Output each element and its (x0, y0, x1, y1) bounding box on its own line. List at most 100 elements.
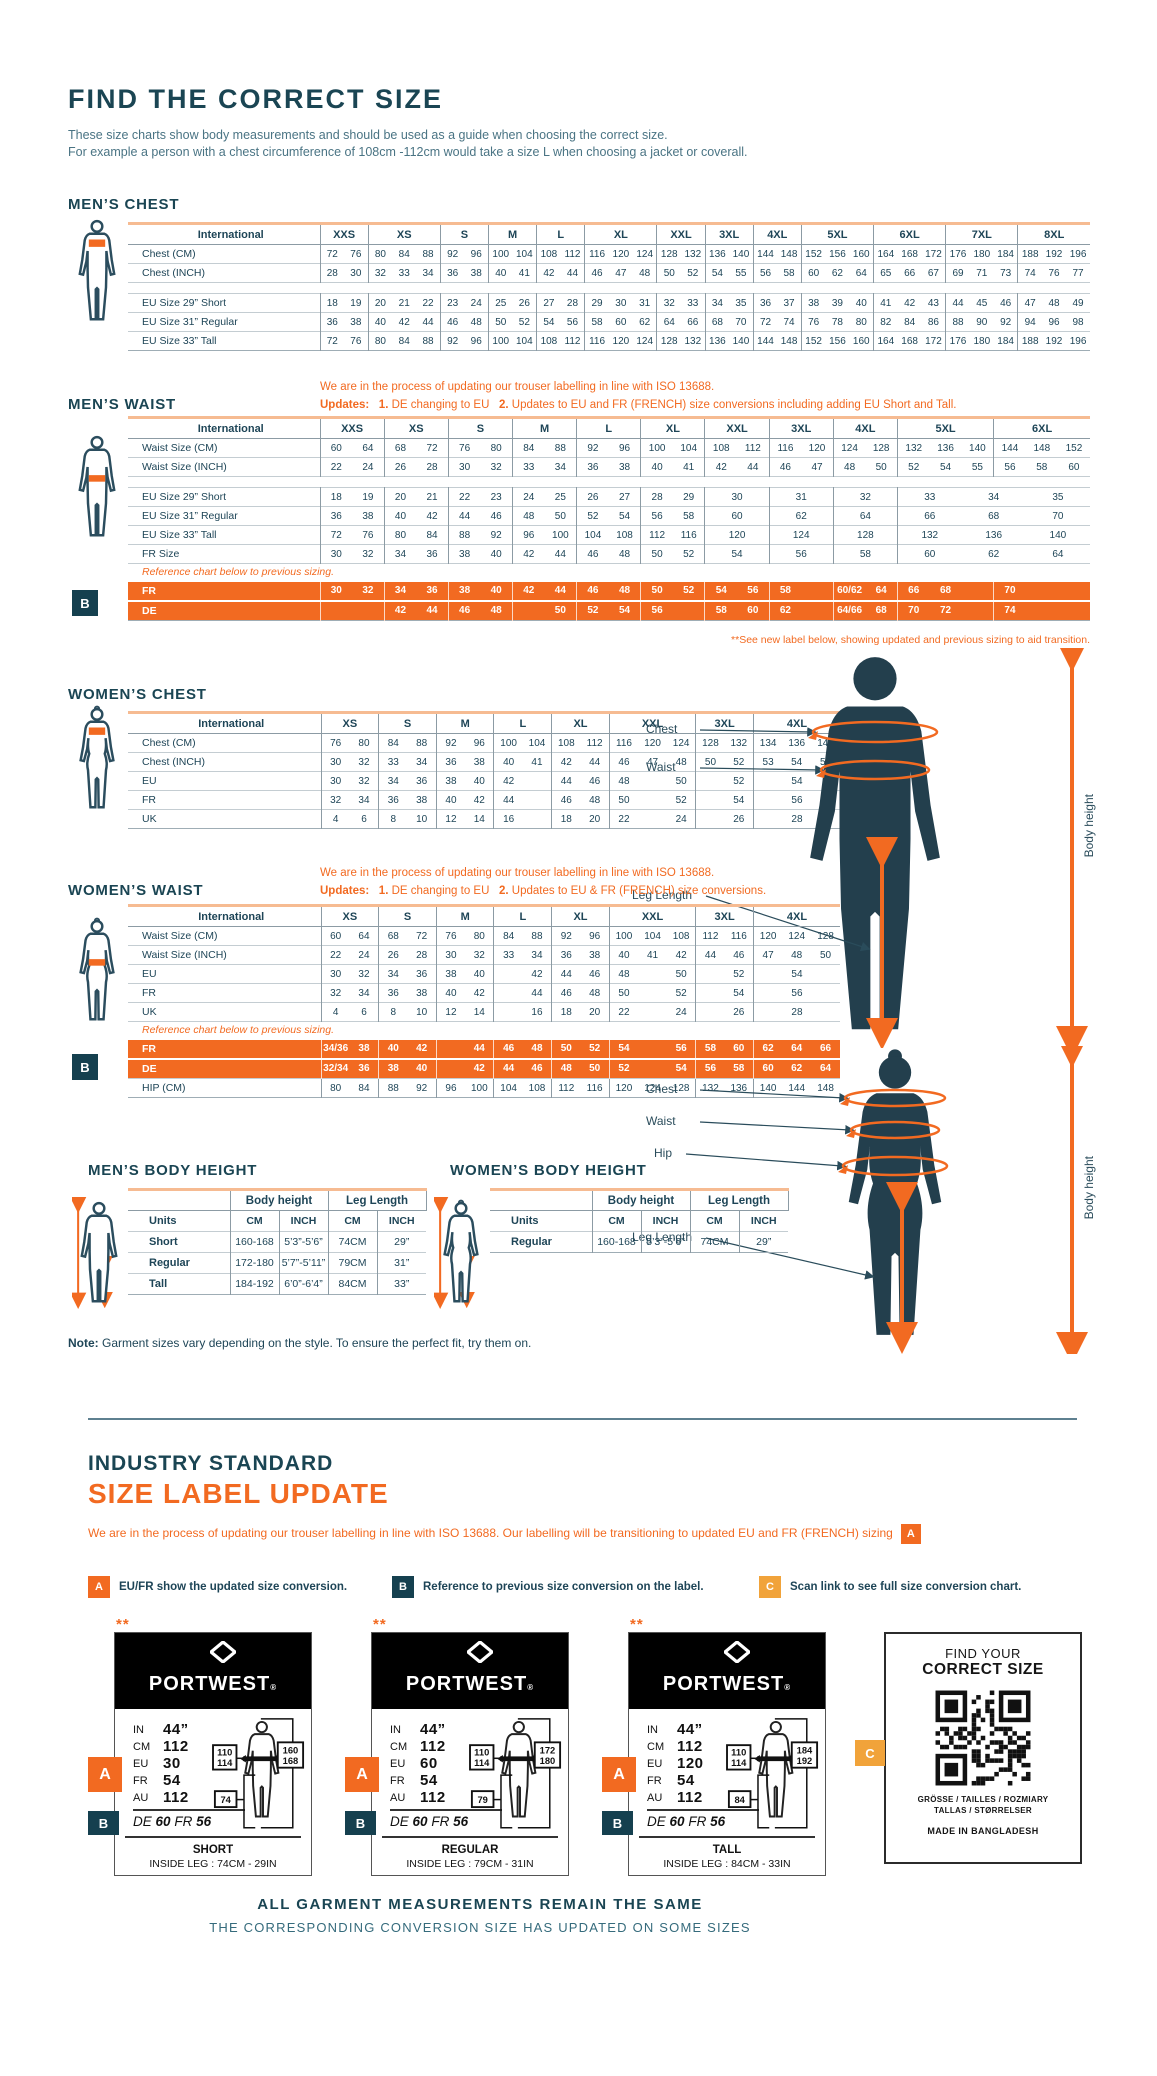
size-value-cell: 84 (512, 438, 545, 458)
size-value-cell: 36 (416, 579, 449, 601)
size-value-cell: 62 (825, 263, 850, 283)
size-value-cell: 40 (407, 1057, 437, 1079)
size-column-header: 6XL (993, 417, 1090, 439)
row-label: Short (128, 1231, 231, 1253)
size-value-cell: 52 (672, 579, 706, 601)
reference-note: Reference chart below to previous sizing… (128, 1021, 840, 1039)
size-value-cell: 32 (349, 771, 380, 791)
industry-paragraph: We are in the process of updating our tr… (88, 1524, 1077, 1544)
size-value-cell: 36 (753, 293, 778, 313)
section-mens-body-height: MEN’S BODY HEIGHT Body height Leg Length U… (68, 1162, 427, 1312)
size-value-cell: 53 (753, 752, 783, 772)
size-value-cell: 136 (929, 438, 962, 458)
industry-standard-block: INDUSTRY STANDARD SIZE LABEL UPDATE We a… (88, 1452, 1077, 1544)
mens-body-height-table: Body height Leg Length Units CM INCH CM INCH Sh… (128, 1188, 427, 1295)
qr-badge-c: C (855, 1740, 885, 1766)
size-value-cell: 48 (522, 1037, 553, 1059)
size-value-cell: 64 (352, 438, 385, 458)
size-value-cell: 35 (729, 293, 754, 313)
table-row: Waist Size (INCH) 22 24 26 28 30 32 33 34 36 38 40 4… (128, 945, 840, 965)
svg-text:114: 114 (731, 1758, 747, 1768)
size-value-cell: 144 (753, 244, 778, 264)
size-value-cell: 41 (512, 263, 538, 283)
size-value-cell: 120 (753, 926, 783, 946)
page-description: These size charts show body measurements… (68, 127, 1090, 161)
row-label: EU Size 29” Short (128, 487, 321, 507)
legend-text-a: EU/FR show the updated size conversion. (119, 1581, 348, 1593)
size-value-cell: 36 (551, 945, 581, 965)
size-value-cell: 32 (321, 983, 350, 1003)
size-value-cell: 40 (493, 752, 523, 772)
legend-item-c: C Scan link to see full size conversion … (759, 1576, 1021, 1598)
page-header: FIND THE CORRECT SIZE These size charts … (68, 84, 1090, 161)
size-value-cell: 30 (320, 579, 353, 601)
woman-chest-label: Chest (646, 1082, 678, 1096)
size-value-cell: 46 (493, 1037, 523, 1059)
size-system-label: EU (133, 1757, 149, 1770)
size-value-cell: 64 (865, 579, 898, 601)
size-value-cell: 172 (921, 244, 947, 264)
size-value-cell: 56 (753, 983, 840, 1003)
table-row: Regular 172-180 5’7”-5’11” 79CM 31” (128, 1252, 427, 1274)
update-1-number: 1. (378, 885, 389, 897)
size-value-cell: 44 (465, 1037, 495, 1059)
size-value-cell: 33” (377, 1273, 427, 1295)
size-value-cell: 10 (407, 1002, 437, 1022)
size-value-cell: 37 (777, 293, 802, 313)
size-value-cell: 104 (512, 331, 538, 351)
size-value-cell: 33 (392, 263, 417, 283)
size-value-cell: 38 (407, 790, 437, 810)
label-body: IN 44” CM 112 EU 120 FR 54 AU 112 DE 60 FR 56 TALL I… (629, 1709, 825, 1870)
card-badge-a: A (602, 1757, 636, 1792)
size-value-cell: 42 (897, 293, 922, 313)
size-value-cell: 128 (695, 733, 725, 753)
size-value-cell: 34/36 (321, 1037, 350, 1059)
size-value-cell: 46 (551, 790, 581, 810)
mens-waist-title: MEN’S WAIST (68, 396, 176, 413)
size-value-cell (512, 599, 545, 621)
size-value-cell: 124 (632, 331, 658, 351)
size-value-cell: 74 (993, 599, 1026, 621)
garment-note: Note: Garment sizes vary depending on th… (68, 1336, 531, 1350)
size-value-cell: 50 (609, 790, 639, 810)
size-value-cell: 12 (436, 809, 466, 829)
man-waist-label: Waist (646, 760, 676, 774)
label-size-row: CM 112 (372, 1738, 568, 1755)
size-value-cell: 196 (1066, 244, 1091, 264)
size-value-cell: 47 (638, 752, 667, 772)
section-mens-chest: MEN’S CHEST International XXS XS S M L XL XXL 3X… (68, 196, 1091, 366)
size-value-cell: 32 (368, 263, 393, 283)
size-value-cell: 46 (584, 263, 609, 283)
size-value-cell: 100 (488, 331, 513, 351)
update-note-line1: We are in the process of updating our tr… (320, 381, 715, 393)
size-value-cell: 44 (695, 945, 725, 965)
size-value-cell: 52 (666, 790, 697, 810)
size-value-cell: 160-168 (592, 1231, 642, 1253)
size-value-cell: 31 (632, 293, 658, 313)
size-value-cell: 46 (448, 599, 481, 621)
size-value-cell (695, 964, 725, 984)
label-divider (647, 1809, 759, 1811)
table-row: UK 4 6 8 10 12 14 16 18 20 22 24 26 28 (128, 1002, 840, 1022)
size-value-cell: 50 (640, 544, 673, 564)
size-value-cell: 41 (672, 457, 706, 477)
size-value-cell: 112 (737, 438, 770, 458)
svg-text:160: 160 (283, 1746, 299, 1756)
size-value-cell (1057, 599, 1090, 621)
size-value-cell: 128 (656, 244, 682, 264)
size-column-header: XL (551, 712, 610, 734)
size-value-cell: 58 (695, 1037, 725, 1059)
size-value-cell (638, 1057, 667, 1079)
size-value-cell: 74 (1017, 263, 1042, 283)
legend-badge-c: C (759, 1576, 781, 1598)
update-2-number: 2. (499, 885, 509, 897)
table-row: FR Size 30 32 34 36 38 40 42 44 46 48 50 52 54 56 58 60 6… (128, 544, 1090, 564)
size-value-cell: 76 (801, 312, 826, 332)
size-value-cell: 52 (666, 983, 697, 1003)
size-column-header: 3XL (695, 905, 754, 927)
update-note-line1: We are in the process of updating our tr… (320, 867, 715, 879)
size-value-cell (695, 790, 725, 810)
size-value-cell: 116 (609, 733, 639, 753)
section-womens-waist: We are in the process of updating our tr… (68, 864, 848, 1119)
qr-languages-line1: GRÖSSE / TAILLES / ROZMIARY (917, 1795, 1049, 1804)
